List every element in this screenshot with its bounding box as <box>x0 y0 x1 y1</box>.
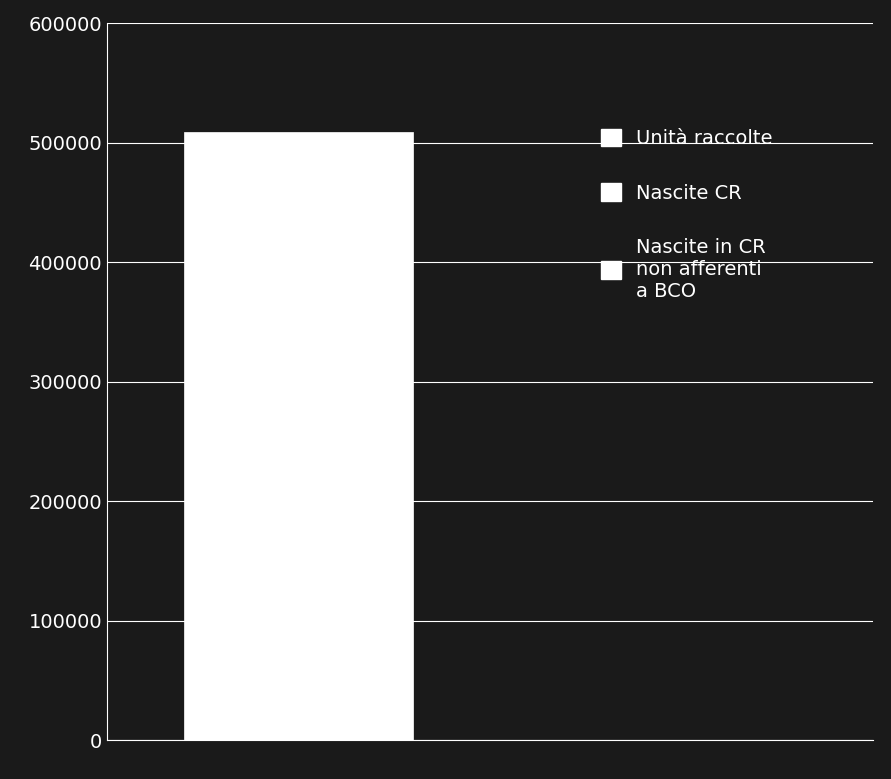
Bar <box>184 132 413 740</box>
Legend: Unità raccolte, Nascite CR, Nascite in CR
non afferenti
a BCO: Unità raccolte, Nascite CR, Nascite in C… <box>592 119 782 310</box>
